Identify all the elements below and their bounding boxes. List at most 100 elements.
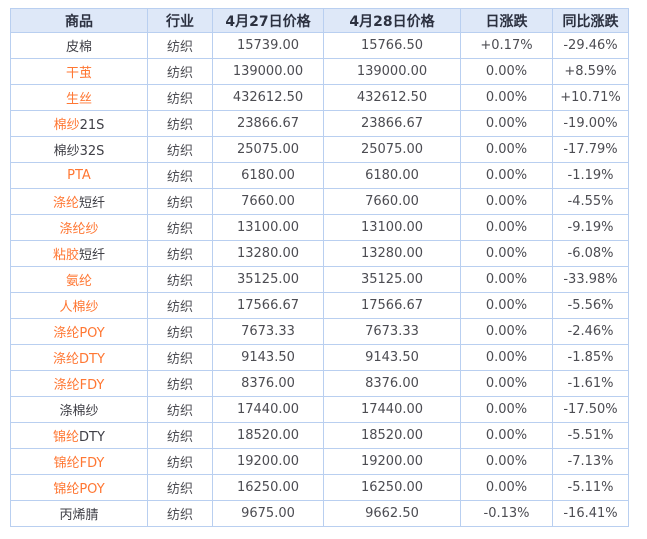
header-price-apr27: 4月27日价格 — [212, 8, 324, 33]
table-row: 生丝 纺织 432612.50 432612.50 0.00% +10.71% — [10, 84, 629, 111]
commodity-link[interactable]: 涤纶FDY — [53, 378, 105, 393]
daily-change-cell: 0.00% — [460, 422, 553, 449]
table-row: 粘胶短纤 纺织 13280.00 13280.00 0.00% -6.08% — [10, 240, 629, 267]
commodity-link[interactable]: 氨纶 — [65, 274, 92, 289]
table-row: 涤纶POY 纺织 7673.33 7673.33 0.00% -2.46% — [10, 318, 629, 345]
industry-cell: 纺织 — [147, 162, 213, 189]
price-apr27-cell: 13280.00 — [212, 240, 324, 267]
commodity-link[interactable]: 生丝 — [65, 92, 92, 107]
yoy-change-cell: -33.98% — [552, 266, 629, 293]
table-row: 皮棉 纺织 15739.00 15766.50 +0.17% -29.46% — [10, 32, 629, 59]
yoy-change-cell: -2.46% — [552, 318, 629, 345]
yoy-change-cell: -1.19% — [552, 162, 629, 189]
yoy-change-cell: -1.61% — [552, 370, 629, 397]
price-apr27-cell: 8376.00 — [212, 370, 324, 397]
yoy-change-cell: -5.51% — [552, 422, 629, 449]
daily-change-cell: 0.00% — [460, 474, 553, 501]
table-row: 锦纶FDY 纺织 19200.00 19200.00 0.00% -7.13% — [10, 448, 629, 475]
commodity-link[interactable]: 涤纶POY — [53, 326, 105, 341]
commodity-link[interactable]: 粘胶 — [52, 248, 79, 263]
commodity-cell: 干茧 — [10, 58, 148, 85]
table-row: 干茧 纺织 139000.00 139000.00 0.00% +8.59% — [10, 58, 629, 85]
commodity-link[interactable]: 锦纶FDY — [53, 456, 105, 471]
price-apr27-cell: 15739.00 — [212, 32, 324, 59]
price-apr28-cell: 9662.50 — [323, 500, 461, 527]
daily-change-cell: 0.00% — [460, 214, 553, 241]
daily-change-cell: 0.00% — [460, 84, 553, 111]
price-apr28-cell: 13100.00 — [323, 214, 461, 241]
yoy-change-cell: +8.59% — [552, 58, 629, 85]
industry-cell: 纺织 — [147, 188, 213, 215]
price-apr28-cell: 17440.00 — [323, 396, 461, 423]
industry-cell: 纺织 — [147, 474, 213, 501]
table-row: 涤纶DTY 纺织 9143.50 9143.50 0.00% -1.85% — [10, 344, 629, 371]
industry-cell: 纺织 — [147, 32, 213, 59]
commodity-label: 皮棉 — [65, 40, 92, 55]
commodity-cell: 棉纱32S — [10, 136, 148, 163]
daily-change-cell: 0.00% — [460, 188, 553, 215]
table-row: 丙烯腈 纺织 9675.00 9662.50 -0.13% -16.41% — [10, 500, 629, 527]
commodity-price-table: 商品 行业 4月27日价格 4月28日价格 日涨跌 同比涨跌 皮棉 纺织 15739… — [10, 8, 629, 527]
daily-change-cell: 0.00% — [460, 396, 553, 423]
price-apr27-cell: 18520.00 — [212, 422, 324, 449]
industry-cell: 纺织 — [147, 422, 213, 449]
price-apr28-cell: 7660.00 — [323, 188, 461, 215]
industry-cell: 纺织 — [147, 500, 213, 527]
industry-cell: 纺织 — [147, 370, 213, 397]
commodity-cell: PTA — [10, 162, 148, 189]
commodity-link[interactable]: 锦纶 — [53, 430, 80, 445]
industry-cell: 纺织 — [147, 396, 213, 423]
commodity-cell: 锦纶DTY — [10, 422, 148, 449]
commodity-link[interactable]: 人棉纱 — [59, 300, 99, 315]
industry-cell: 纺织 — [147, 292, 213, 319]
commodity-link[interactable]: 涤纶DTY — [53, 352, 105, 367]
price-apr27-cell: 25075.00 — [212, 136, 324, 163]
commodity-link[interactable]: PTA — [67, 168, 91, 183]
commodity-link[interactable]: 锦纶POY — [53, 482, 105, 497]
commodity-link[interactable]: 棉纱 — [53, 118, 80, 133]
commodity-cell: 涤纶POY — [10, 318, 148, 345]
commodity-label: 短纤 — [79, 196, 106, 211]
yoy-change-cell: -17.79% — [552, 136, 629, 163]
commodity-cell: 棉纱21S — [10, 110, 148, 137]
table-row: 涤纶纱 纺织 13100.00 13100.00 0.00% -9.19% — [10, 214, 629, 241]
price-apr28-cell: 19200.00 — [323, 448, 461, 475]
commodity-link[interactable]: 干茧 — [65, 66, 92, 81]
table-row: 棉纱21S 纺织 23866.67 23866.67 0.00% -19.00% — [10, 110, 629, 137]
price-apr27-cell: 17566.67 — [212, 292, 324, 319]
table-row: 棉纱32S 纺织 25075.00 25075.00 0.00% -17.79% — [10, 136, 629, 163]
price-apr27-cell: 35125.00 — [212, 266, 324, 293]
price-apr28-cell: 432612.50 — [323, 84, 461, 111]
table-row: PTA 纺织 6180.00 6180.00 0.00% -1.19% — [10, 162, 629, 189]
price-apr28-cell: 7673.33 — [323, 318, 461, 345]
yoy-change-cell: -1.85% — [552, 344, 629, 371]
yoy-change-cell: -5.11% — [552, 474, 629, 501]
yoy-change-cell: -19.00% — [552, 110, 629, 137]
price-apr27-cell: 17440.00 — [212, 396, 324, 423]
commodity-cell: 生丝 — [10, 84, 148, 111]
price-apr27-cell: 7673.33 — [212, 318, 324, 345]
header-yoy-change: 同比涨跌 — [552, 8, 629, 33]
commodity-cell: 皮棉 — [10, 32, 148, 59]
industry-cell: 纺织 — [147, 136, 213, 163]
commodity-label: 丙烯腈 — [59, 508, 99, 523]
daily-change-cell: 0.00% — [460, 448, 553, 475]
price-apr27-cell: 432612.50 — [212, 84, 324, 111]
commodity-link[interactable]: 涤纶纱 — [59, 222, 99, 237]
table-row: 涤纶FDY 纺织 8376.00 8376.00 0.00% -1.61% — [10, 370, 629, 397]
yoy-change-cell: -16.41% — [552, 500, 629, 527]
commodity-cell: 氨纶 — [10, 266, 148, 293]
table-row: 涤棉纱 纺织 17440.00 17440.00 0.00% -17.50% — [10, 396, 629, 423]
price-apr27-cell: 6180.00 — [212, 162, 324, 189]
price-apr28-cell: 8376.00 — [323, 370, 461, 397]
industry-cell: 纺织 — [147, 214, 213, 241]
commodity-cell: 人棉纱 — [10, 292, 148, 319]
yoy-change-cell: -4.55% — [552, 188, 629, 215]
commodity-label: 涤棉纱 — [59, 404, 99, 419]
daily-change-cell: 0.00% — [460, 162, 553, 189]
daily-change-cell: 0.00% — [460, 318, 553, 345]
industry-cell: 纺织 — [147, 266, 213, 293]
industry-cell: 纺织 — [147, 240, 213, 267]
commodity-link[interactable]: 涤纶 — [52, 196, 79, 211]
yoy-change-cell: -6.08% — [552, 240, 629, 267]
